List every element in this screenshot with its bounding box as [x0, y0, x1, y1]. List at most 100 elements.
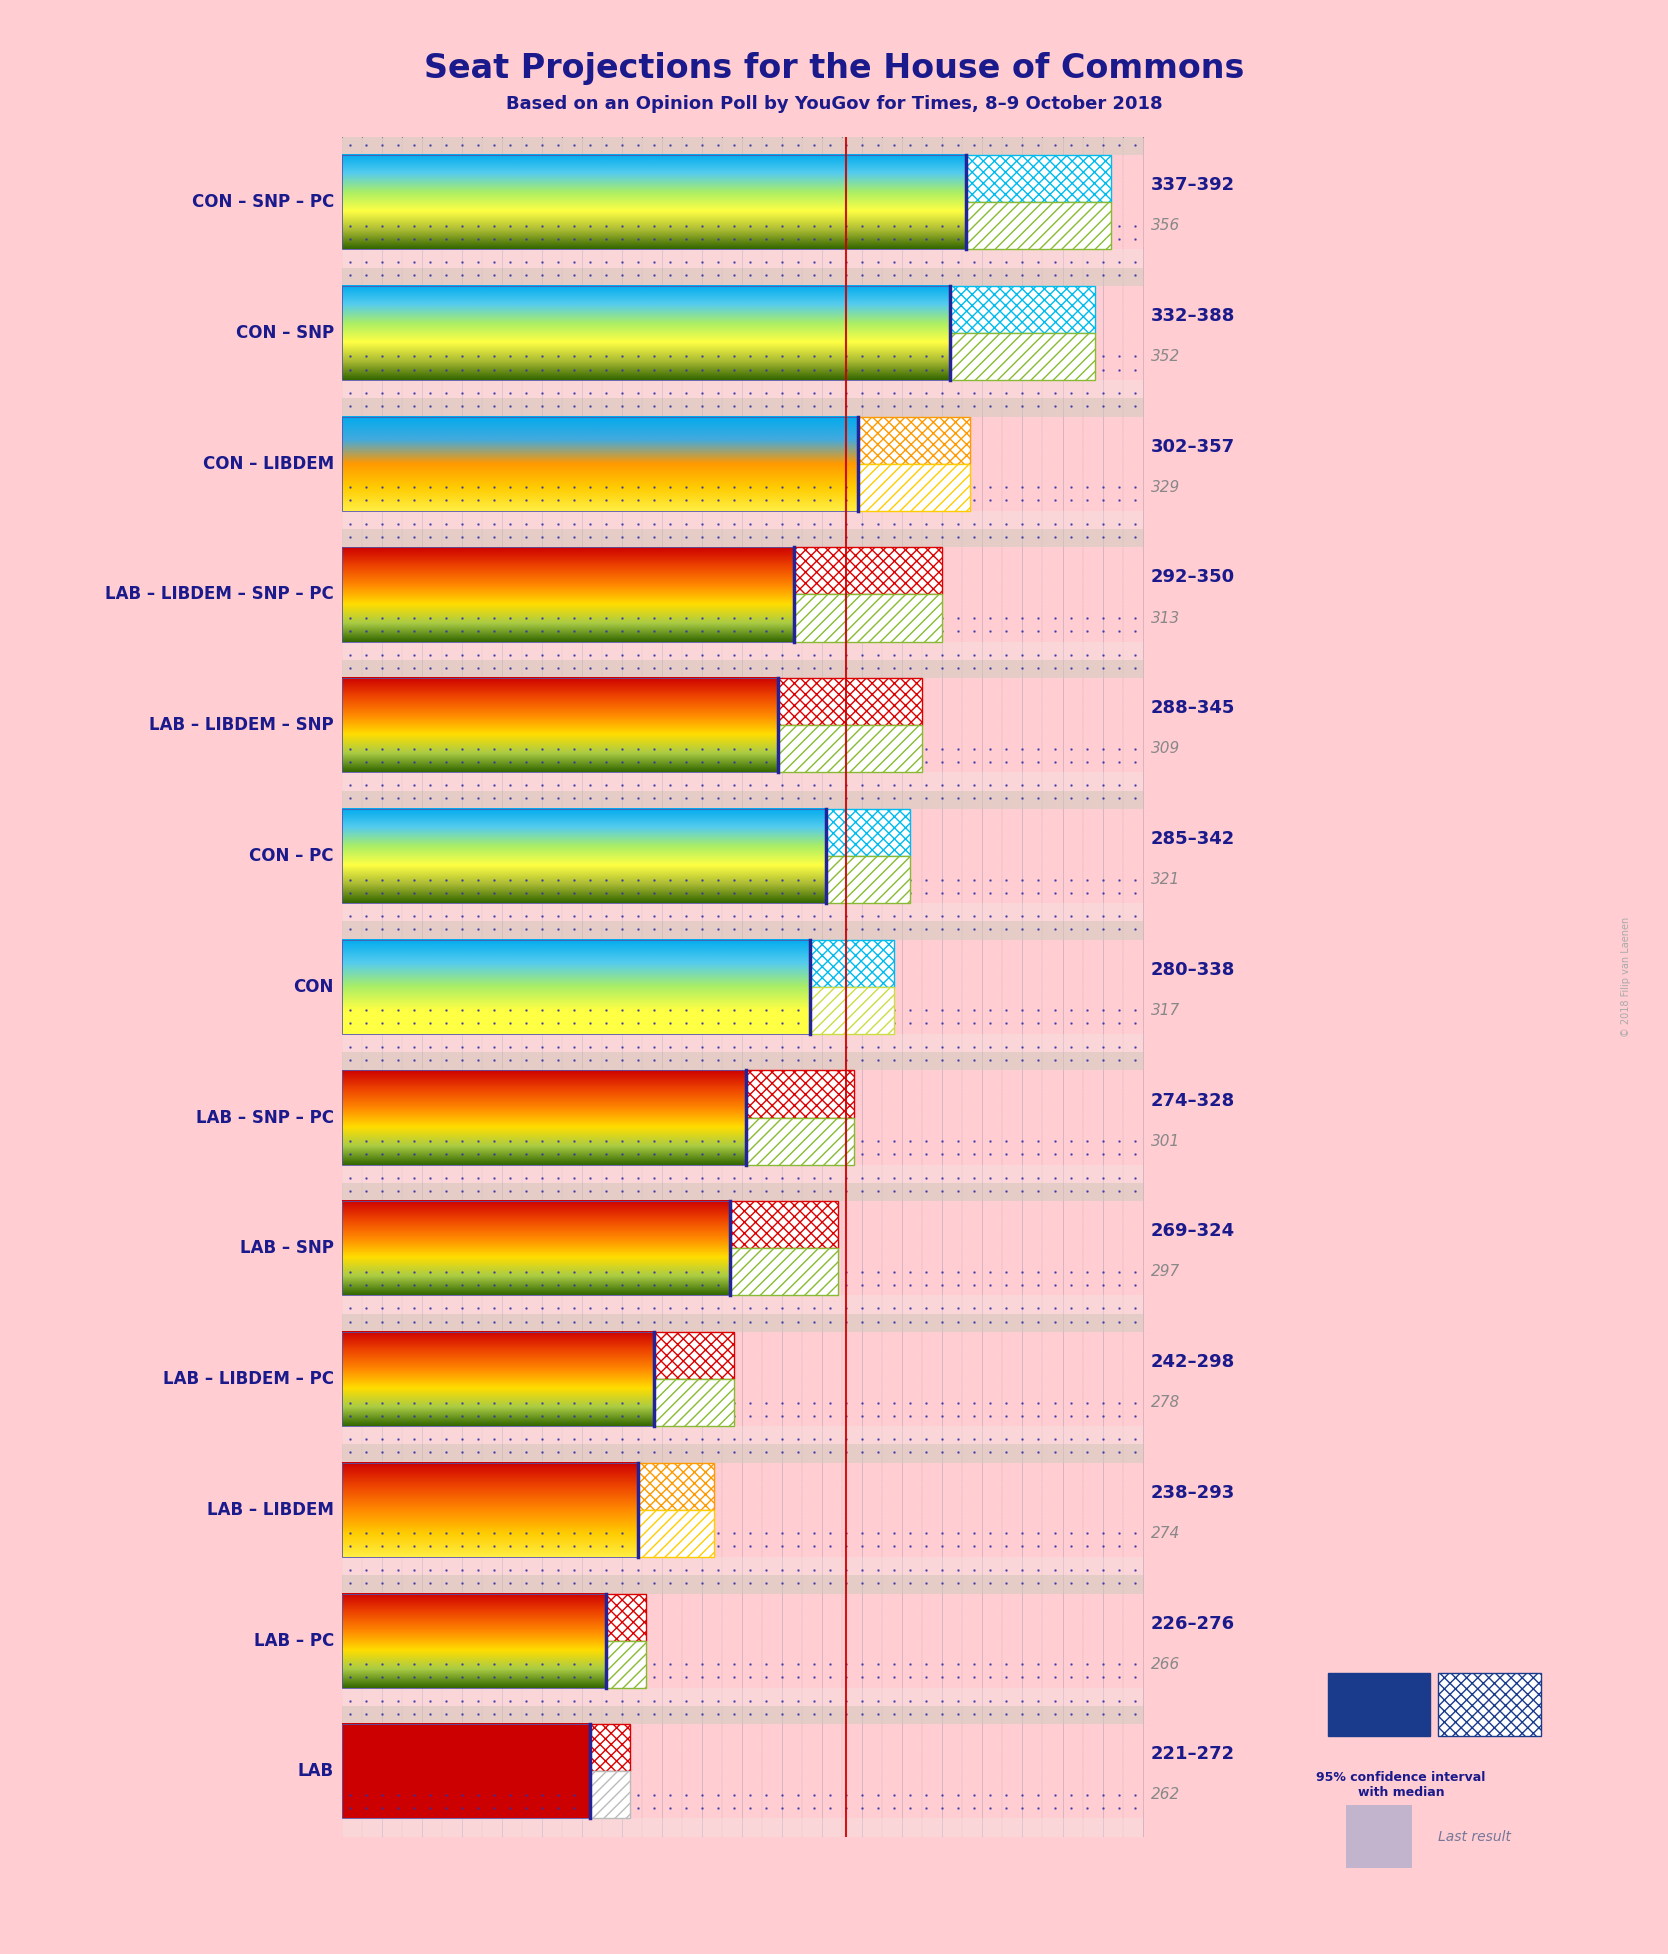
- Text: CON – PC: CON – PC: [250, 846, 334, 866]
- Text: Based on an Opinion Poll by YouGov for Times, 8–9 October 2018: Based on an Opinion Poll by YouGov for T…: [505, 94, 1163, 113]
- Text: 297: 297: [1151, 1264, 1179, 1280]
- Bar: [779, 678, 922, 725]
- Bar: [342, 379, 1143, 399]
- Text: 278: 278: [1151, 1395, 1179, 1411]
- Text: 274: 274: [1151, 1526, 1179, 1542]
- Text: 238–293: 238–293: [1151, 1483, 1234, 1503]
- Bar: [746, 1071, 854, 1118]
- Text: 337–392: 337–392: [1151, 176, 1234, 193]
- Bar: [342, 1575, 1143, 1594]
- Bar: [342, 1296, 1143, 1313]
- Bar: [342, 641, 1143, 660]
- Bar: [342, 1071, 746, 1165]
- Bar: [342, 1333, 654, 1426]
- Bar: [342, 903, 1143, 922]
- Bar: [794, 594, 942, 641]
- Bar: [1328, 1673, 1431, 1735]
- Text: CON – SNP – PC: CON – SNP – PC: [192, 193, 334, 211]
- Text: CON – LIBDEM: CON – LIBDEM: [203, 455, 334, 473]
- Text: 269–324: 269–324: [1151, 1223, 1234, 1241]
- Bar: [342, 809, 826, 903]
- Bar: [590, 1723, 631, 1772]
- Bar: [342, 268, 1143, 285]
- Text: 332–388: 332–388: [1151, 307, 1234, 324]
- Bar: [859, 463, 971, 510]
- Text: CON – SNP: CON – SNP: [235, 324, 334, 342]
- Bar: [342, 791, 1143, 809]
- Text: 356: 356: [1151, 219, 1179, 233]
- Bar: [342, 416, 859, 510]
- Bar: [779, 725, 922, 772]
- Text: 292–350: 292–350: [1151, 569, 1234, 586]
- Bar: [1346, 1805, 1413, 1868]
- Bar: [811, 987, 894, 1034]
- Bar: [811, 940, 894, 987]
- Bar: [342, 1202, 731, 1296]
- Bar: [654, 1333, 734, 1380]
- Bar: [342, 154, 966, 250]
- Bar: [342, 1723, 590, 1819]
- Bar: [342, 137, 1143, 154]
- Text: LAB – LIBDEM: LAB – LIBDEM: [207, 1501, 334, 1518]
- Text: 309: 309: [1151, 741, 1179, 756]
- Bar: [966, 201, 1111, 250]
- Bar: [342, 1034, 1143, 1051]
- Bar: [859, 416, 971, 463]
- Bar: [342, 1464, 639, 1557]
- Bar: [342, 510, 1143, 530]
- Bar: [1438, 1673, 1541, 1735]
- Text: 226–276: 226–276: [1151, 1614, 1234, 1634]
- Bar: [951, 332, 1094, 379]
- Text: 288–345: 288–345: [1151, 700, 1234, 717]
- Bar: [342, 250, 1143, 268]
- Text: LAB – PC: LAB – PC: [254, 1632, 334, 1649]
- Bar: [342, 1426, 1143, 1444]
- Text: © 2018 Filip van Laenen: © 2018 Filip van Laenen: [1621, 916, 1631, 1038]
- Text: Last result: Last result: [1438, 1829, 1511, 1845]
- Text: CON: CON: [294, 977, 334, 997]
- Text: 95% confidence interval
with median: 95% confidence interval with median: [1316, 1772, 1486, 1800]
- Bar: [342, 1182, 1143, 1202]
- Bar: [342, 922, 1143, 940]
- Text: 262: 262: [1151, 1788, 1179, 1802]
- Bar: [342, 1706, 1143, 1723]
- Bar: [342, 530, 1143, 547]
- Text: 266: 266: [1151, 1657, 1179, 1671]
- Text: 301: 301: [1151, 1133, 1179, 1149]
- Bar: [342, 399, 1143, 416]
- Bar: [605, 1641, 646, 1688]
- Bar: [794, 547, 942, 594]
- Bar: [639, 1510, 714, 1557]
- Bar: [342, 678, 779, 772]
- Text: 317: 317: [1151, 1002, 1179, 1018]
- Bar: [639, 1464, 714, 1510]
- Text: 313: 313: [1151, 610, 1179, 625]
- Bar: [342, 772, 1143, 791]
- Text: LAB – LIBDEM – SNP: LAB – LIBDEM – SNP: [150, 717, 334, 735]
- Text: LAB: LAB: [299, 1763, 334, 1780]
- Text: 302–357: 302–357: [1151, 438, 1234, 455]
- Text: 285–342: 285–342: [1151, 830, 1234, 848]
- Bar: [826, 856, 911, 903]
- Bar: [342, 1165, 1143, 1182]
- Bar: [731, 1202, 839, 1249]
- Text: 221–272: 221–272: [1151, 1745, 1234, 1763]
- Text: LAB – SNP: LAB – SNP: [240, 1239, 334, 1256]
- Text: 280–338: 280–338: [1151, 961, 1234, 979]
- Text: 329: 329: [1151, 481, 1179, 494]
- Bar: [826, 809, 911, 856]
- Bar: [654, 1380, 734, 1426]
- Bar: [342, 1819, 1143, 1837]
- Bar: [746, 1118, 854, 1165]
- Bar: [342, 1313, 1143, 1333]
- Bar: [342, 1444, 1143, 1464]
- Text: LAB – SNP – PC: LAB – SNP – PC: [195, 1108, 334, 1127]
- Bar: [590, 1772, 631, 1819]
- Text: 352: 352: [1151, 350, 1179, 363]
- Bar: [951, 285, 1094, 332]
- Bar: [342, 940, 811, 1034]
- Bar: [342, 1594, 605, 1688]
- Bar: [731, 1249, 839, 1296]
- Bar: [342, 1688, 1143, 1706]
- Text: Seat Projections for the House of Commons: Seat Projections for the House of Common…: [424, 53, 1244, 84]
